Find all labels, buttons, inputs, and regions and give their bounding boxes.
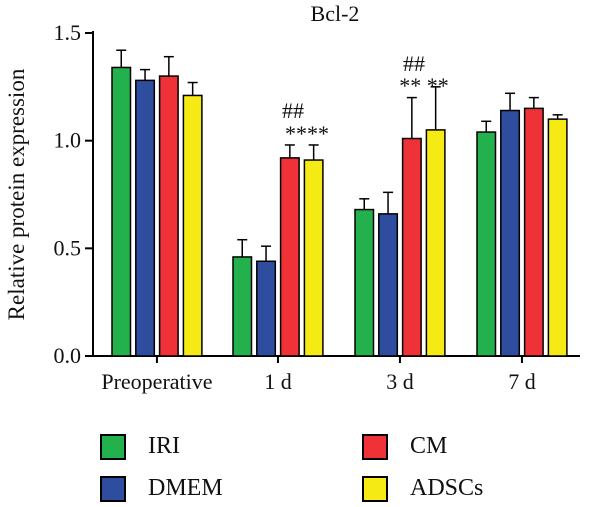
significance-marker: ## bbox=[403, 51, 425, 76]
bar-cm-0 bbox=[158, 75, 179, 357]
bar-iri-2 bbox=[354, 208, 375, 357]
legend-swatch-iri bbox=[100, 433, 126, 460]
bar-iri-1 bbox=[232, 256, 253, 357]
chart-title: Bcl-2 bbox=[311, 1, 360, 26]
legend-swatch-adscs bbox=[362, 475, 388, 502]
legend-swatch-cm bbox=[362, 433, 388, 460]
bar-iri-0 bbox=[111, 66, 132, 357]
y-tick-label: 1.5 bbox=[54, 20, 82, 45]
bar-chart: Bcl-2 Relative protein expression 0.0 0.5 1.… bbox=[4, 1, 580, 394]
bar-cm-3 bbox=[523, 107, 544, 357]
bar-adscs-2 bbox=[425, 129, 446, 357]
significance-marker: ** ** bbox=[399, 73, 449, 98]
y-tick-label: 1.0 bbox=[54, 128, 82, 153]
significance-marker: **** bbox=[285, 121, 329, 146]
legend-item-iri: IRI bbox=[100, 433, 180, 460]
bar-dmem-0 bbox=[135, 79, 156, 357]
x-tick-label: 1 d bbox=[264, 369, 292, 394]
legend-item-dmem: DMEM bbox=[100, 475, 223, 502]
x-tick-label: Preoperative bbox=[101, 369, 212, 394]
bar-cm-1 bbox=[279, 157, 300, 357]
x-tick-label: 7 d bbox=[508, 369, 536, 394]
legend-item-cm: CM bbox=[362, 433, 447, 460]
legend-label-iri: IRI bbox=[148, 433, 180, 459]
significance-marker: ## bbox=[282, 98, 304, 123]
legend-swatch-dmem bbox=[100, 475, 126, 502]
legend-label-adscs: ADSCs bbox=[410, 475, 484, 501]
y-tick-label: 0.0 bbox=[54, 343, 82, 368]
legend-item-adscs: ADSCs bbox=[362, 475, 483, 502]
x-tick-label: 3 d bbox=[386, 369, 414, 394]
bar-dmem-1 bbox=[256, 260, 277, 357]
chart-legend: IRI CM DMEM ADSCs bbox=[100, 428, 570, 504]
y-axis-label: Relative protein expression bbox=[4, 68, 29, 320]
legend-label-cm: CM bbox=[410, 433, 448, 459]
bar-adscs-3 bbox=[547, 118, 568, 357]
bar-dmem-2 bbox=[378, 213, 399, 357]
bar-adscs-1 bbox=[303, 159, 324, 357]
y-tick-label: 0.5 bbox=[54, 235, 82, 260]
bar-adscs-0 bbox=[182, 94, 203, 357]
legend-label-dmem: DMEM bbox=[148, 475, 223, 501]
bar-cm-2 bbox=[401, 137, 422, 357]
bar-dmem-3 bbox=[500, 109, 521, 357]
bar-iri-3 bbox=[476, 131, 497, 357]
